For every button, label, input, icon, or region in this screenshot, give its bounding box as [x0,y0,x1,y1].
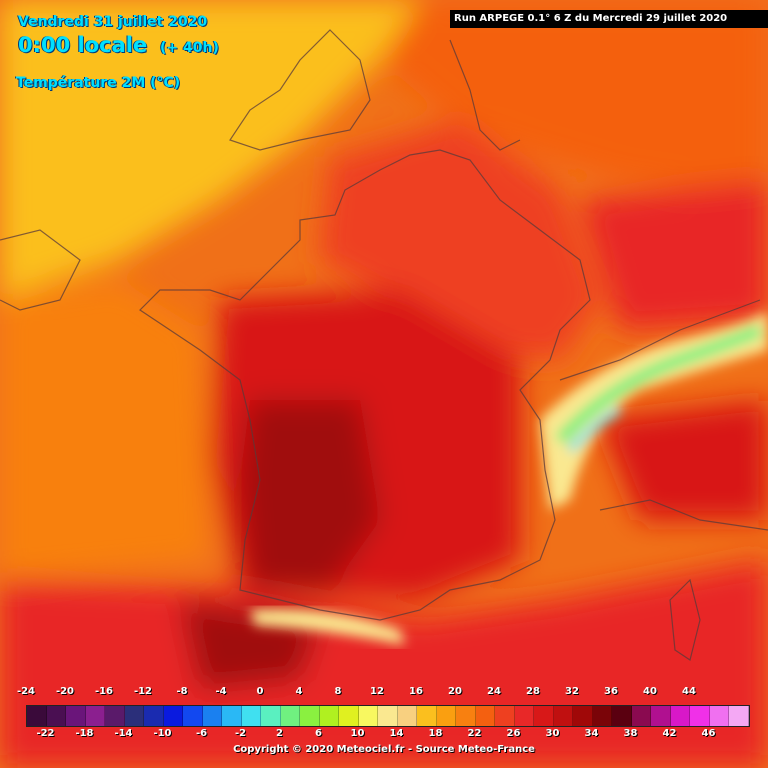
legend-swatch [66,706,86,726]
legend-tick-label: -8 [176,686,188,697]
legend-tick-label: 16 [409,686,423,697]
legend-swatch [592,706,612,726]
legend-swatch [573,706,593,726]
legend-swatch [475,706,495,726]
legend-swatch [631,706,651,726]
legend-tick-label: 24 [487,686,501,697]
legend-swatch [319,706,339,726]
legend-tick-label: 14 [389,728,404,739]
legend-swatch [534,706,554,726]
legend-tick-label: 44 [682,686,696,697]
legend-swatch [378,706,398,726]
legend-swatch [46,706,66,726]
legend-tick-label: -14 [114,728,133,739]
color-legend: -24 -20 -16 -12 -8 -4 0 4 8 12 16 20 24 28 32 36 40 44 -2… [0,686,768,768]
legend-tick-label: -22 [36,728,55,739]
legend-swatch [670,706,690,726]
legend-swatch [514,706,534,726]
coastlines-and-borders [0,29,768,661]
legend-swatch [709,706,729,726]
legend-swatch [124,706,144,726]
legend-swatch [183,706,203,726]
legend-tick-label: -20 [55,686,75,697]
legend-swatch [436,706,456,726]
legend-swatch [144,706,164,726]
legend-tick-label: 2 [276,728,283,739]
legend-swatch [553,706,573,726]
legend-swatch [27,706,47,726]
legend-tick-label: 38 [623,728,638,739]
legend-swatch [612,706,632,726]
legend-ticks-top: -24 -20 -16 -12 -8 -4 0 4 8 12 16 20 24 28 32 36 40 44 [0,686,768,700]
legend-tick-label: 42 [662,728,677,739]
legend-swatch [300,706,320,726]
legend-swatch [241,706,261,726]
legend-tick-label: 28 [526,686,540,697]
alps-band [540,310,768,510]
legend-swatch [397,706,417,726]
forecast-time: 0:00 locale [18,33,148,57]
legend-tick-label: -2 [234,728,247,739]
legend-swatch [358,706,378,726]
legend-swatch [456,706,476,726]
legend-tick-label: 10 [350,728,365,739]
forecast-date: Vendredi 31 juillet 2020 [18,14,208,30]
legend-swatch [85,706,105,726]
legend-color-bar [26,705,750,727]
legend-swatch [105,706,125,726]
legend-swatch [280,706,300,726]
legend-tick-label: 22 [467,728,482,739]
legend-swatch [202,706,222,726]
parameter-label: Température 2M (°C) [16,75,181,91]
legend-tick-label: 12 [370,686,384,697]
legend-tick-label: 36 [604,686,618,697]
legend-tick-label: -12 [133,686,153,697]
legend-tick-label: 18 [428,728,443,739]
pyrenees-band [250,609,405,645]
legend-tick-label: 6 [315,728,322,739]
legend-tick-label: 40 [643,686,657,697]
legend-swatch [261,706,281,726]
legend-tick-label: 4 [295,686,303,697]
legend-swatch [690,706,710,726]
legend-tick-label: -24 [16,686,36,697]
legend-swatch [339,706,359,726]
legend-tick-label: 26 [506,728,521,739]
legend-tick-label: 30 [545,728,560,739]
legend-tick-label: 0 [256,686,264,697]
copyright-text: Copyright © 2020 Meteociel.fr - Source M… [233,744,535,755]
legend-tick-label: 8 [334,686,342,697]
legend-swatch [163,706,183,726]
legend-tick-label: 34 [584,728,599,739]
legend-tick-label: 46 [701,728,716,739]
legend-swatch [651,706,671,726]
forecast-lead: (+ 40h) [160,40,219,56]
legend-tick-label: -18 [75,728,94,739]
legend-tick-label: 32 [565,686,579,697]
legend-swatch [495,706,515,726]
legend-swatch [222,706,242,726]
run-info-banner: Run ARPEGE 0.1° 6 Z du Mercredi 29 juill… [450,10,768,28]
legend-ticks-bottom: -22 -18 -14 -10 -6 -2 2 6 10 14 18 22 26 30 34 38 42 46 [0,728,768,742]
legend-tick-label: -10 [153,728,172,739]
legend-tick-label: 20 [448,686,462,697]
legend-swatch [417,706,437,726]
legend-tick-label: -6 [195,728,208,739]
legend-swatch [729,706,749,726]
legend-tick-label: -4 [215,686,227,697]
legend-tick-label: -16 [94,686,114,697]
